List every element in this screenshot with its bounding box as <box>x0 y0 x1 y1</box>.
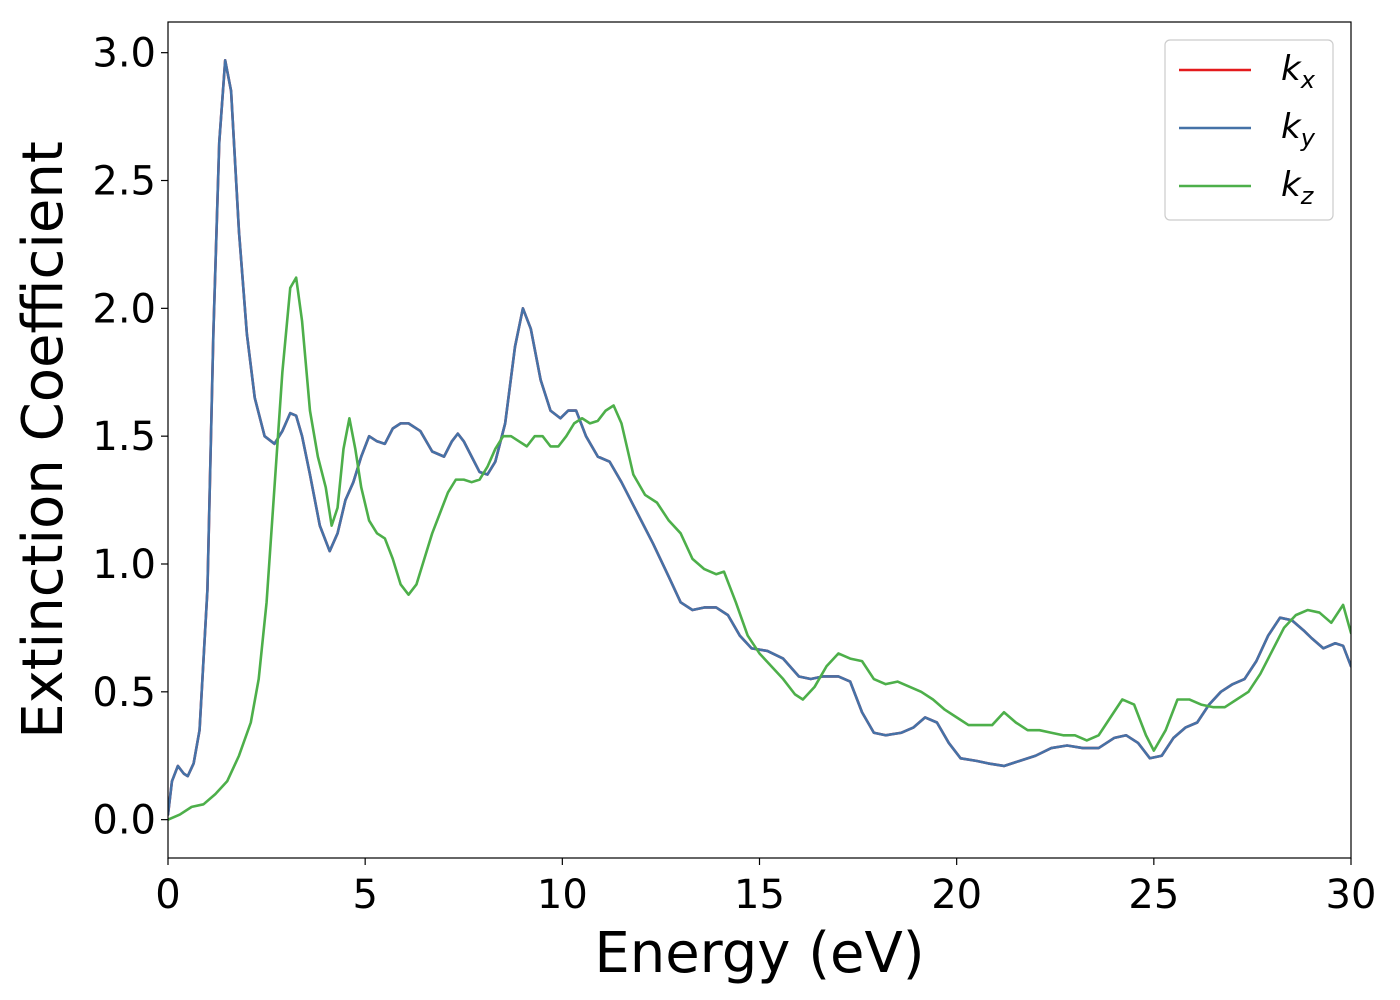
series-line-kz <box>168 276 1351 821</box>
y-tick-label: 3.0 <box>92 31 156 77</box>
legend-label-kz: kz <box>1281 165 1315 210</box>
y-tick-label: 1.0 <box>92 542 156 588</box>
y-axis-label: Extinction Coefficient <box>11 141 76 739</box>
x-axis-ticks: 0 5 10 15 20 25 30 <box>155 858 1376 918</box>
y-axis-ticks: 0.0 0.5 1.0 1.5 2.0 2.5 3.0 <box>92 31 168 844</box>
y-tick-label: 2.5 <box>92 159 156 205</box>
y-tick-label: 1.5 <box>92 414 156 460</box>
legend-box <box>1164 39 1334 221</box>
series-line-ky <box>168 59 1351 816</box>
y-tick-label: 2.0 <box>92 286 156 332</box>
x-tick-label: 5 <box>352 872 377 918</box>
x-tick-label: 25 <box>1128 872 1179 918</box>
x-tick-label: 15 <box>734 872 785 918</box>
x-tick-label: 20 <box>931 872 982 918</box>
series-group <box>168 59 1351 821</box>
x-tick-label: 0 <box>155 872 180 918</box>
x-tick-label: 10 <box>537 872 588 918</box>
x-axis-label: Energy (eV) <box>594 921 924 986</box>
y-tick-label: 0.0 <box>92 798 156 844</box>
x-tick-label: 30 <box>1326 872 1377 918</box>
y-tick-label: 0.5 <box>92 670 156 716</box>
